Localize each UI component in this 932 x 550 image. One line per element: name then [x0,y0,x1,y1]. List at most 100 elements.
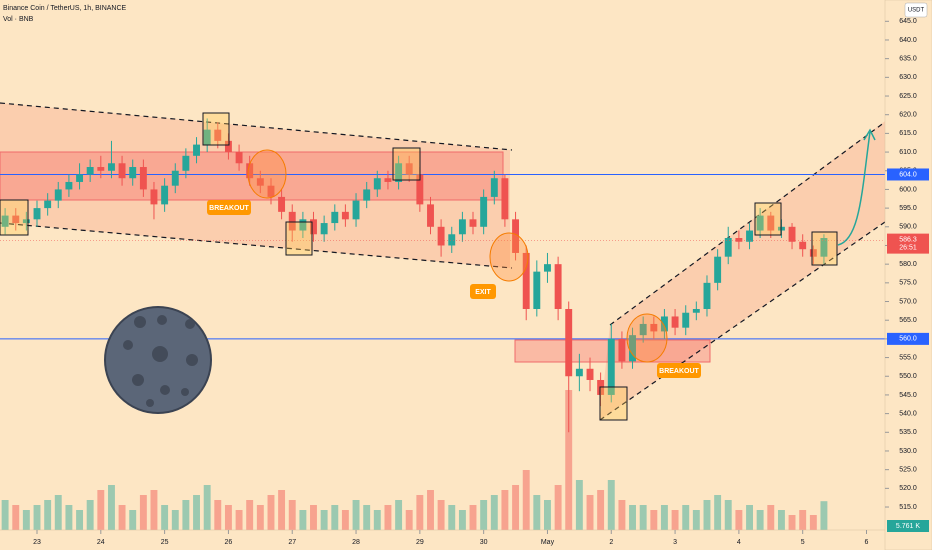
highlight-circle [247,149,287,199]
y-tick-label: 535.0 [899,429,917,436]
volume-bar [575,480,583,530]
volume-bar [86,500,94,530]
candle-body [799,241,807,250]
volume-bar [1,500,9,530]
price-label: 604.0 [899,171,917,178]
y-tick-label: 515.0 [899,504,917,511]
currency[interactable]: USDT [908,8,925,14]
volume-bar [373,510,381,530]
candle-body [682,312,690,328]
candle-body [12,215,20,224]
volume-bar [437,500,445,530]
currency-button[interactable] [904,2,928,18]
pivot-box [392,147,421,181]
pivot-box [285,221,313,256]
candle-body [427,204,434,227]
candle-body [788,226,796,242]
volume-bar [544,500,551,530]
candle-body [373,178,381,190]
volume-bar [171,510,179,530]
x-tick-label: 25 [161,539,169,546]
volume-bar [246,500,254,530]
volume-bar [193,495,200,530]
candle-body [533,271,541,309]
x-tick-label: 28 [352,539,360,546]
projection-arrow [837,131,871,246]
volume-bar [161,505,169,530]
x-tick-label: 24 [97,539,105,546]
arrow-head [863,128,876,141]
candle-body [161,185,169,205]
candle-body [44,200,52,209]
y-tick-label: 635.0 [899,56,917,63]
volume-bar [724,500,732,530]
candle-body [246,163,254,179]
volume-bar [820,501,828,530]
volume-label: 5.761 K [896,523,920,530]
volume-bar [278,490,286,530]
candle-body [714,256,722,283]
candle-body [703,282,711,309]
candle-body [150,189,158,205]
volume-bar [756,510,764,530]
volume-bar [597,490,605,530]
volume-bar [352,500,360,530]
candle-body [235,152,243,164]
last-price-label: 586.3 [899,236,917,243]
pivot-box [754,202,782,236]
volume-bar [512,485,520,530]
volume-bar [809,515,817,530]
volume-bar [405,510,413,530]
candle-body [65,181,73,190]
volume-bar [341,510,349,530]
candle-body [299,219,307,231]
volume-bar [427,490,434,530]
volume-bar [565,390,573,530]
annotation-box [470,284,496,299]
annotation: EXIT [475,289,491,296]
y-tick-label: 520.0 [899,485,917,492]
candle-body [405,163,413,175]
x-tick-label: 27 [288,539,296,546]
candle-body [767,215,775,231]
volume-bar [76,510,84,530]
volume-bar [703,500,711,530]
candle-body [490,178,498,197]
candle-body [22,219,30,224]
y-tick-label: 530.0 [899,448,917,455]
candle-body [224,140,232,153]
pivot-box [599,386,628,421]
volume-bar [331,505,339,530]
candle-body [288,211,296,231]
y-tick-label: 610.0 [899,149,917,156]
pivot-box [811,231,838,266]
volume-bar [118,505,126,530]
annotation: BREAKOUT [659,368,699,375]
y-tick-label: 640.0 [899,37,917,44]
candle-body [660,316,668,332]
volume-bar [214,500,222,530]
candle-body [1,215,9,227]
volume-bar [554,485,562,530]
y-tick-label: 540.0 [899,410,917,417]
volume-bar [267,495,275,530]
channel-line [0,102,513,151]
x-tick-label: 23 [33,539,41,546]
volume-bar [799,510,807,530]
candle-body [203,129,211,145]
pivot-box [202,112,230,146]
y-tick-label: 555.0 [899,354,917,361]
candle-body [544,264,551,272]
candle-body [256,178,264,186]
candle-body [671,316,679,328]
candle-body [501,178,509,220]
y-tick-label: 595.0 [899,205,917,212]
y-tick-label: 570.0 [899,298,917,305]
candle-body [692,308,700,313]
volume-bar [33,505,41,530]
y-tick-label: 550.0 [899,373,917,380]
candle-body [756,215,764,231]
x-tick-label: 26 [225,539,233,546]
volume-bar [256,505,264,530]
candle-body [618,338,626,362]
